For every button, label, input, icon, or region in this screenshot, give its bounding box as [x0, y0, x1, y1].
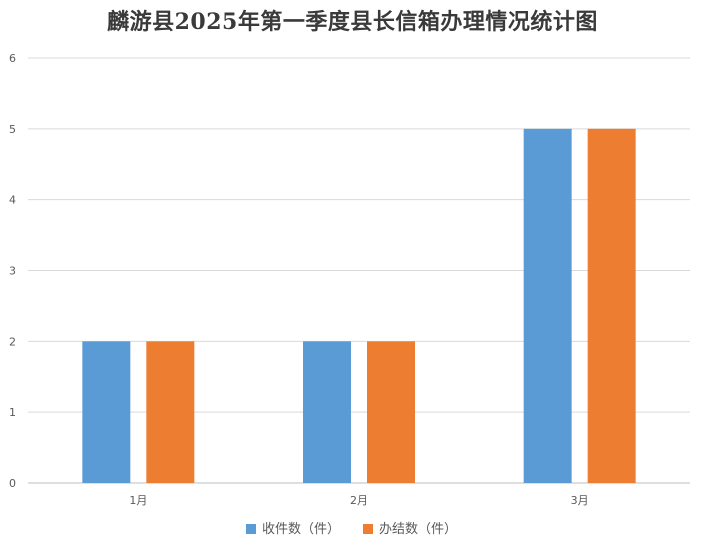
legend-label: 办结数（件）	[379, 522, 457, 537]
y-tick-label: 0	[9, 477, 16, 490]
bar-completed	[146, 341, 195, 483]
y-tick-label: 1	[9, 406, 16, 419]
bar-received	[523, 128, 572, 484]
legend-swatch-received	[246, 524, 256, 534]
bar-received	[303, 341, 351, 483]
bar-completed	[367, 341, 415, 483]
legend-swatch-completed	[363, 524, 373, 534]
y-tick-label: 3	[9, 265, 16, 278]
y-tick-label: 6	[9, 52, 16, 65]
chart-title: 麟游县2025年第一季度县长信箱办理情况统计图	[107, 9, 598, 35]
x-tick-label: 1月	[129, 494, 147, 507]
legend-label: 收件数（件）	[262, 522, 340, 537]
y-tick-label: 4	[9, 194, 16, 207]
bar-received	[82, 341, 131, 483]
x-tick-label: 3月	[571, 494, 589, 507]
x-tick-label: 2月	[350, 494, 368, 507]
y-tick-label: 5	[9, 123, 16, 136]
y-tick-label: 2	[9, 335, 16, 348]
bar-completed	[587, 128, 636, 484]
